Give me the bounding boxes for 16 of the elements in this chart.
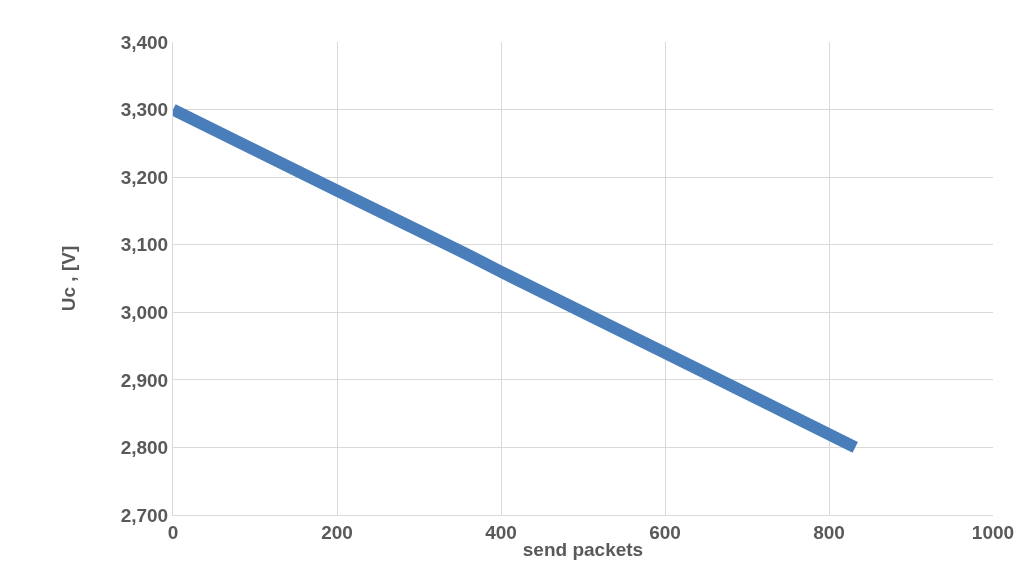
- y-axis-title: Uc , [V]: [57, 245, 79, 312]
- y-tick-label: 3,300: [120, 99, 169, 121]
- x-axis-title: send packets: [522, 538, 644, 560]
- x-tick-label: 1000: [971, 521, 1015, 543]
- x-tick-label: 200: [321, 521, 353, 543]
- x-tick-label: 600: [649, 521, 681, 543]
- y-tick-label: 2,700: [120, 504, 169, 526]
- y-tick-label: 3,000: [120, 301, 169, 323]
- y-tick-label: 2,900: [120, 369, 169, 391]
- x-tick-label: 0: [167, 521, 179, 543]
- y-tick-label: 2,800: [120, 437, 169, 459]
- y-tick-label: 3,100: [120, 234, 169, 256]
- y-tick-label: 3,400: [120, 31, 169, 53]
- x-tick-label: 800: [813, 521, 845, 543]
- y-tick-label: 3,200: [120, 166, 169, 188]
- x-tick-label: 400: [485, 521, 517, 543]
